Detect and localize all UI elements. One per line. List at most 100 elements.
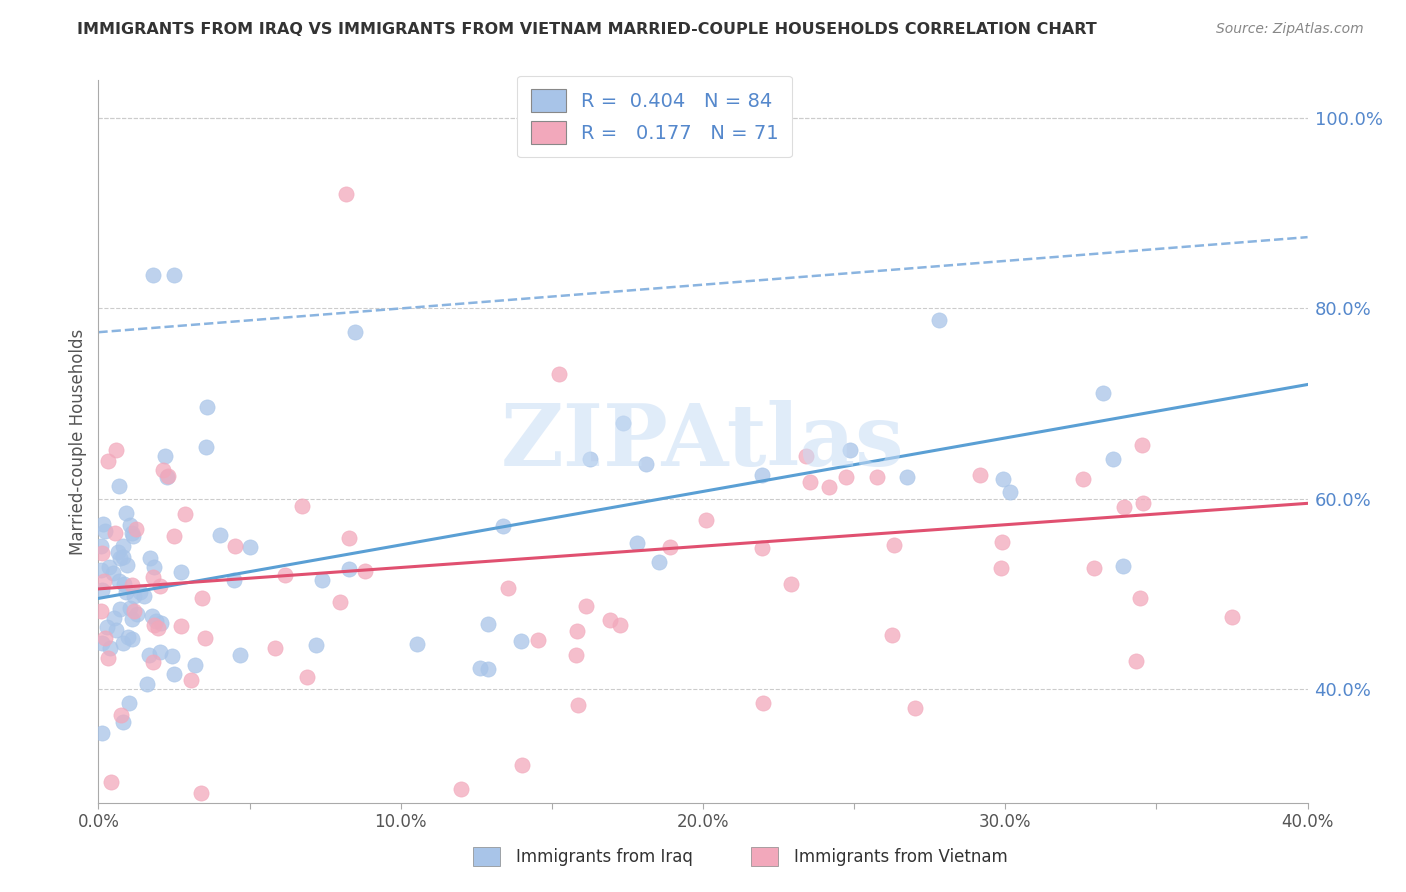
Point [1130,438,1153,452]
Point [1071,472,1094,486]
Point [799,475,821,490]
Point [883,538,905,552]
Text: ZIPAtlas: ZIPAtlas [501,400,905,483]
Point [96,619,118,633]
Point [194,440,217,454]
Text: IMMIGRANTS FROM IRAQ VS IMMIGRANTS FROM VIETNAM MARRIED-COUPLE HOUSEHOLDS CORREL: IMMIGRANTS FROM IRAQ VS IMMIGRANTS FROM … [77,22,1097,37]
Point [904,700,927,714]
Point [835,470,858,484]
Point [527,633,550,648]
Point [450,781,472,796]
Point [94,524,117,538]
Point [548,367,571,381]
Point [91,546,114,560]
Point [115,584,138,599]
Point [184,657,207,672]
Point [612,416,634,430]
Point [969,468,991,483]
Point [1129,591,1152,605]
Point [190,786,212,800]
Point [118,600,141,615]
Point [648,555,671,569]
Point [838,443,860,458]
Point [121,578,143,592]
Point [880,627,903,641]
Point [658,540,681,554]
Point [229,648,252,663]
Point [142,655,165,669]
Point [291,499,314,513]
Point [337,531,360,545]
Point [751,467,773,482]
Text: Immigrants from Vietnam: Immigrants from Vietnam [793,848,1008,866]
Point [1132,496,1154,510]
Point [990,560,1012,574]
Point [163,667,186,681]
Point [104,526,127,541]
Point [295,670,318,684]
Point [108,550,131,565]
Point [751,541,773,555]
Point [575,599,598,614]
Point [142,268,165,282]
FancyBboxPatch shape [751,847,778,865]
Point [111,636,134,650]
Point [991,535,1014,549]
Point [149,579,172,593]
Point [148,621,170,635]
Point [337,562,360,576]
Point [794,449,817,463]
Point [1112,500,1135,514]
Point [121,526,143,541]
Point [143,618,166,632]
Point [274,568,297,582]
Point [779,577,801,591]
Point [180,673,202,687]
Point [122,529,145,543]
Point [97,651,120,665]
Point [90,604,112,618]
Point [264,640,287,655]
Point [104,624,127,638]
Point [928,313,950,327]
Point [110,708,132,723]
Point [125,607,148,621]
Point [991,472,1014,486]
Point [1092,386,1115,401]
Point [239,540,262,554]
Point [152,463,174,477]
Point [91,582,114,597]
Point [405,637,427,651]
Point [1111,559,1133,574]
Point [93,574,115,589]
Point [565,624,588,639]
Point [311,574,333,588]
Point [208,528,231,542]
Point [194,631,217,645]
Point [142,570,165,584]
Point [98,640,121,655]
Point [599,613,621,627]
Point [170,618,193,632]
Point [634,457,657,471]
Point [156,470,179,484]
Point [121,611,143,625]
Point [162,648,184,663]
Point [567,698,589,712]
Point [108,479,131,493]
Point [1083,561,1105,575]
Point [143,560,166,574]
Point [117,630,139,644]
Point [112,539,135,553]
Point [101,566,124,580]
Legend: R =  0.404   N = 84, R =   0.177   N = 71: R = 0.404 N = 84, R = 0.177 N = 71 [517,76,793,157]
Point [1125,654,1147,668]
Point [626,535,648,549]
Point [94,631,117,645]
Point [609,618,631,632]
Point [138,648,160,663]
Point [468,661,491,675]
Point [896,470,918,484]
Point [111,714,134,729]
Point [112,577,135,591]
